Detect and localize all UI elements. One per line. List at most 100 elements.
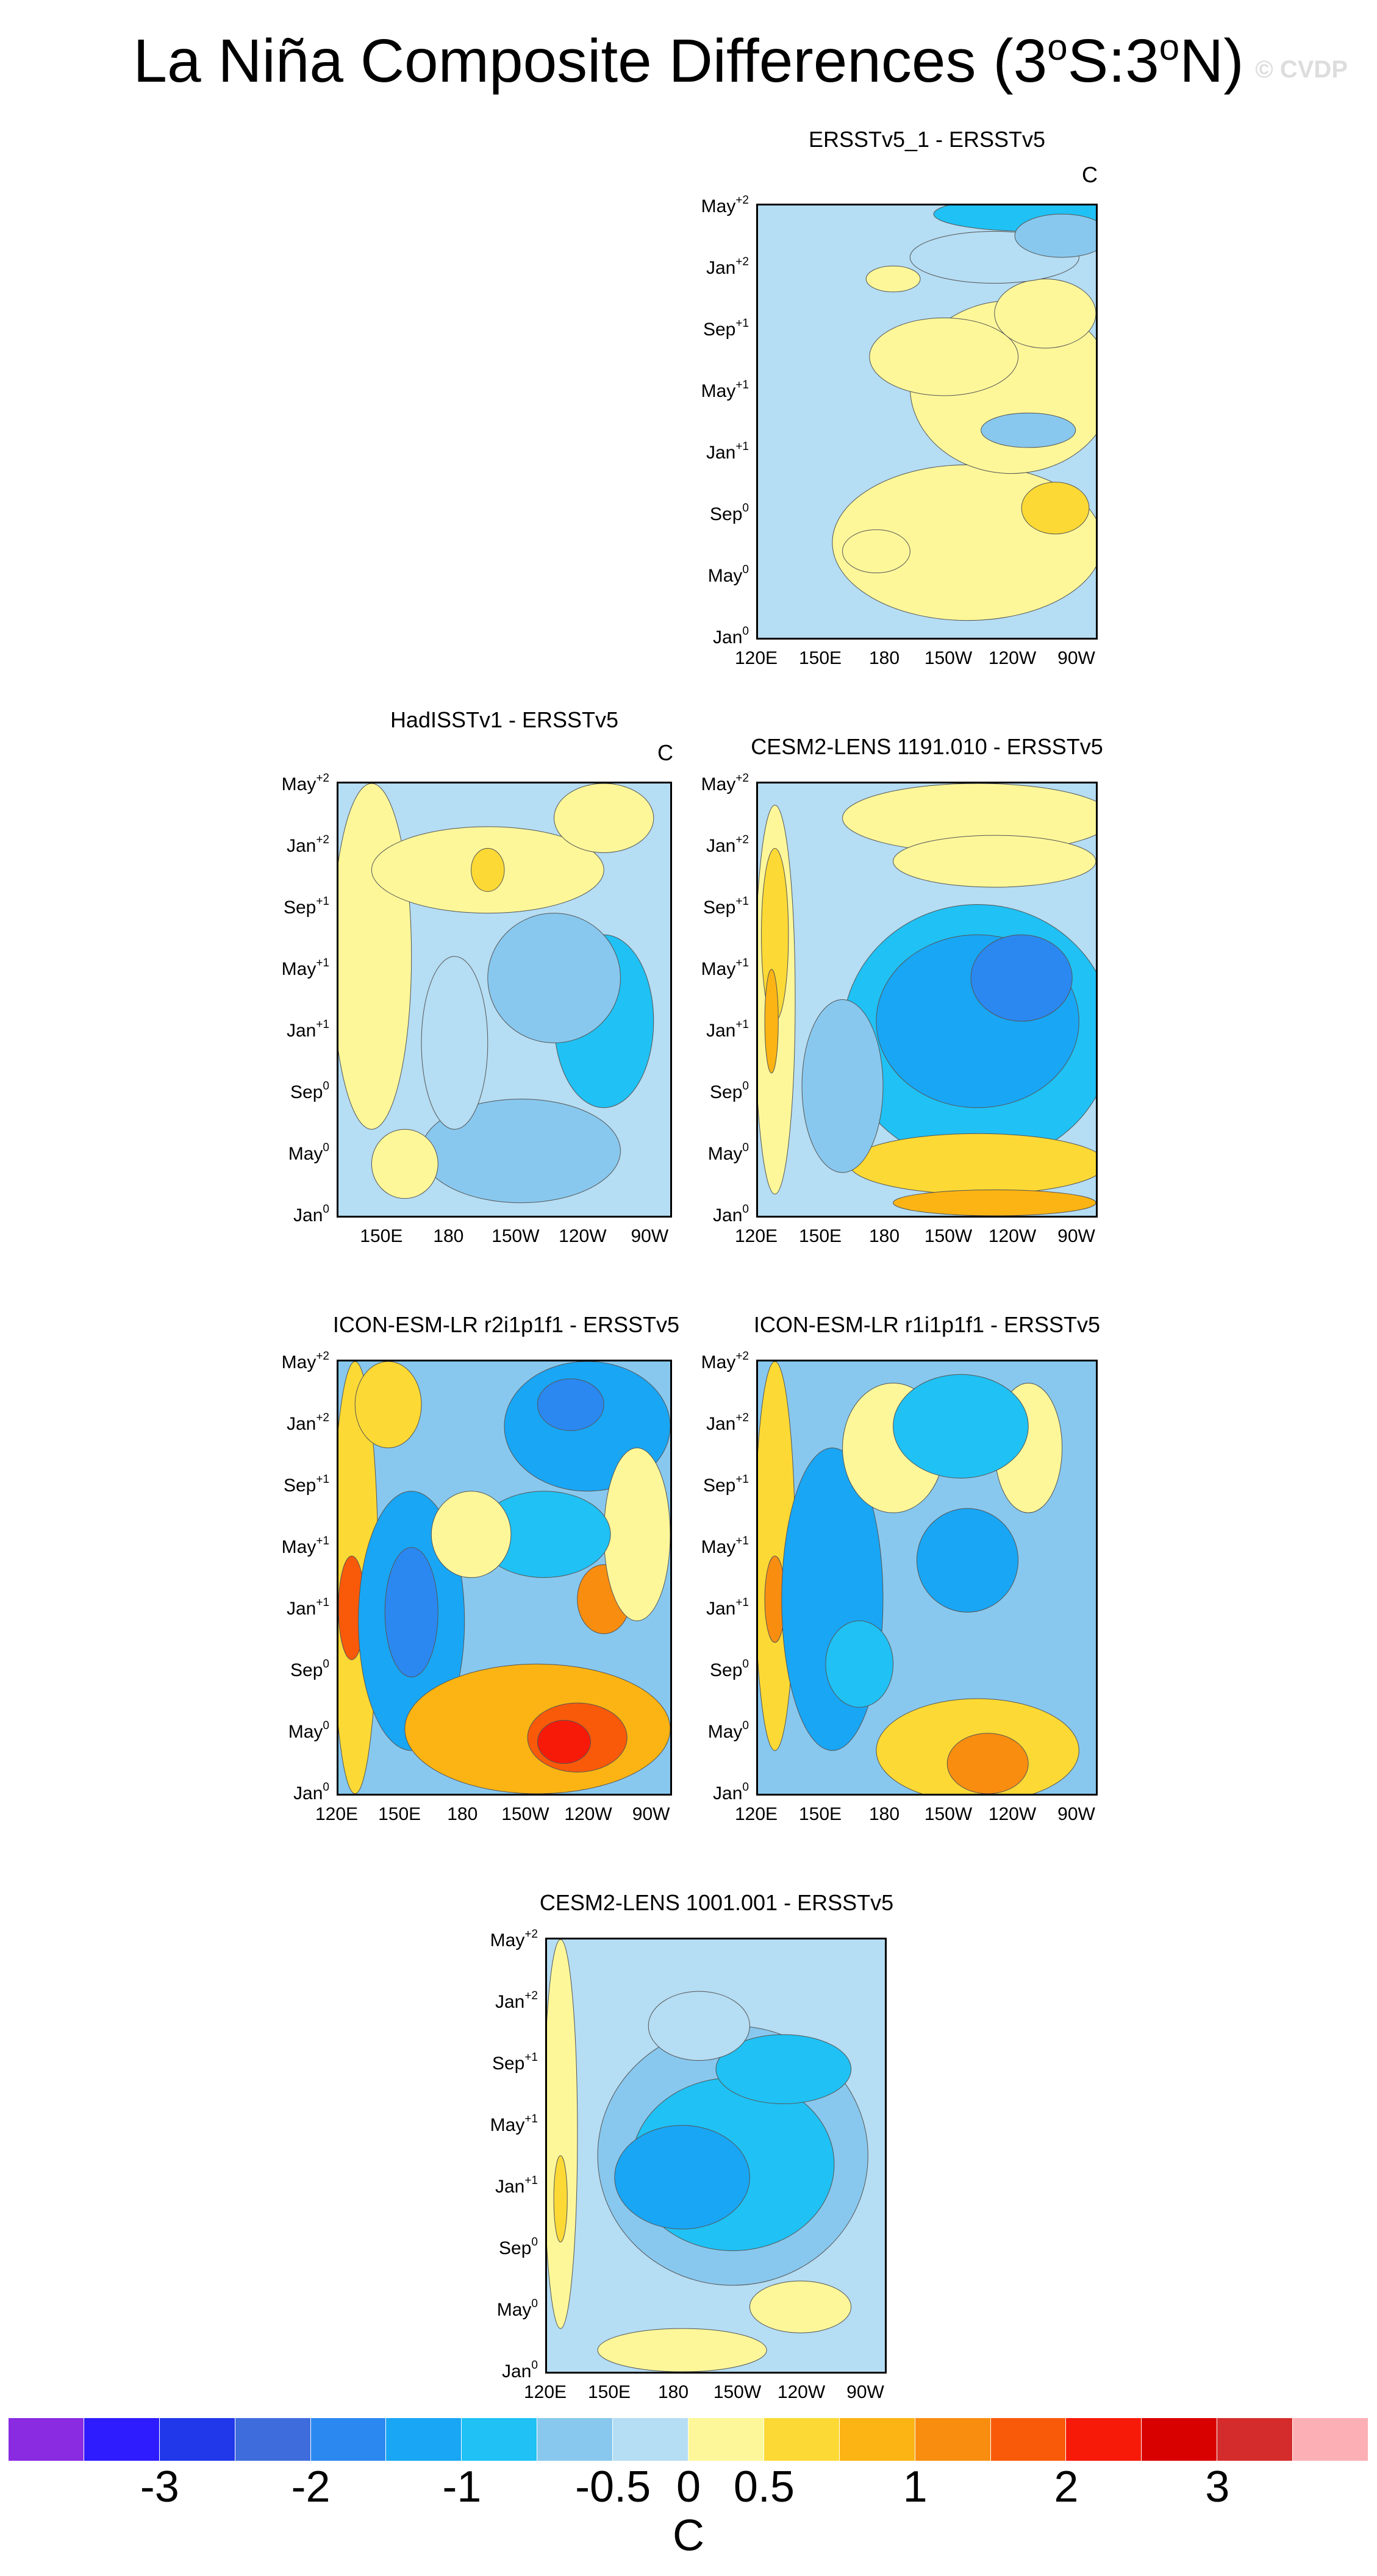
x-tick-label: 120W bbox=[564, 1804, 612, 1824]
colorbar-tick-label: 3 bbox=[1205, 2463, 1230, 2511]
contour-region bbox=[471, 847, 505, 892]
contour-region bbox=[371, 1129, 438, 1199]
y-tick-label: Jan+1 bbox=[495, 2174, 538, 2197]
contour-region bbox=[715, 2034, 852, 2104]
colorbar-tick-label: 0.5 bbox=[733, 2463, 795, 2511]
x-tick-label: 150E bbox=[360, 1226, 403, 1246]
x-tick-label: 150W bbox=[924, 648, 973, 668]
contour-region bbox=[825, 1620, 894, 1708]
y-tick-label: Sep0 bbox=[710, 502, 749, 524]
y-tick-label: May+1 bbox=[701, 379, 749, 401]
colorbar-units: C bbox=[673, 2511, 704, 2560]
y-tick-label: May0 bbox=[707, 563, 749, 586]
y-tick-label: May+2 bbox=[701, 1350, 749, 1372]
y-tick-label: Sep+1 bbox=[703, 895, 749, 918]
y-tick-label: May0 bbox=[288, 1719, 329, 1742]
y-tick-label: Jan+1 bbox=[706, 440, 749, 463]
x-tick-label: 120W bbox=[988, 1226, 1037, 1246]
x-tick-label: 150W bbox=[924, 1804, 973, 1824]
contour-region bbox=[981, 412, 1076, 448]
y-tick-label: Jan+2 bbox=[706, 1411, 749, 1434]
colorbar-swatch bbox=[235, 2418, 311, 2461]
x-tick-label: 180 bbox=[868, 1226, 900, 1246]
contour-region bbox=[421, 956, 488, 1130]
contour-region bbox=[614, 2125, 750, 2230]
contour-region bbox=[970, 934, 1073, 1022]
colorbar-tick-label: -0.5 bbox=[575, 2463, 651, 2511]
y-tick-label: May0 bbox=[707, 1719, 749, 1742]
heatmap-svg bbox=[338, 1361, 670, 1794]
panel-title: CESM2-LENS 1191.010 - ERSSTv5 bbox=[751, 734, 1103, 759]
colorbar-swatch bbox=[462, 2418, 538, 2461]
contour-region bbox=[869, 317, 1019, 396]
y-tick-label: May+1 bbox=[281, 1535, 329, 1557]
heatmap-plot bbox=[756, 1360, 1098, 1796]
y-tick-label: Sep0 bbox=[710, 1658, 749, 1680]
x-tick-label: 90W bbox=[1057, 1226, 1095, 1246]
x-tick-label: 150E bbox=[378, 1804, 421, 1824]
x-tick-label: 120E bbox=[734, 1804, 778, 1824]
panel-title: HadISSTv1 - ERSSTv5 bbox=[390, 707, 619, 732]
heatmap-plot bbox=[756, 782, 1098, 1218]
colorbar-tick-label: -2 bbox=[291, 2463, 331, 2511]
contour-region bbox=[801, 999, 884, 1173]
colorbar-swatch bbox=[1066, 2418, 1142, 2461]
heatmap-svg bbox=[758, 205, 1096, 638]
y-tick-label: Jan+2 bbox=[706, 833, 749, 856]
y-tick-label: Jan+2 bbox=[286, 833, 329, 856]
colorbar-swatch bbox=[613, 2418, 689, 2461]
page-title: La Niña Composite Differences (3oS:3oN) bbox=[133, 27, 1244, 95]
heatmap-svg bbox=[758, 1361, 1096, 1794]
colorbar-tick-label: -1 bbox=[442, 2463, 482, 2511]
heatmap-plot bbox=[337, 782, 672, 1218]
colorbar-swatch bbox=[386, 2418, 462, 2461]
contour-region bbox=[893, 1374, 1029, 1479]
y-tick-label: Sep0 bbox=[290, 1080, 329, 1102]
y-tick-label: Jan+2 bbox=[495, 1989, 538, 2012]
x-tick-label: 90W bbox=[1057, 648, 1095, 668]
colorbar-swatch bbox=[915, 2418, 991, 2461]
x-tick-label: 180 bbox=[868, 1804, 900, 1824]
y-tick-label: May+1 bbox=[701, 957, 749, 979]
y-tick-label: Jan+1 bbox=[286, 1596, 329, 1619]
contour-region bbox=[893, 1189, 1096, 1216]
panel-title: CESM2-LENS 1001.001 - ERSSTv5 bbox=[539, 1890, 894, 1915]
y-tick-label: Sep+1 bbox=[703, 1473, 749, 1496]
heatmap-svg bbox=[547, 1939, 885, 2372]
x-tick-label: 150W bbox=[492, 1226, 540, 1246]
contour-region bbox=[384, 1547, 438, 1678]
heatmap-plot bbox=[756, 204, 1098, 640]
panel-title: ICON-ESM-LR r2i1p1f1 - ERSSTv5 bbox=[332, 1312, 680, 1337]
y-tick-label: May0 bbox=[496, 2297, 538, 2320]
x-tick-label: 150E bbox=[798, 648, 842, 668]
x-tick-label: 120W bbox=[988, 1804, 1037, 1824]
contour-region bbox=[487, 913, 621, 1043]
y-tick-label: Sep+1 bbox=[283, 1473, 329, 1496]
panel-title: ERSSTv5_1 - ERSSTv5 bbox=[808, 127, 1046, 152]
colorbar-swatch bbox=[1142, 2418, 1218, 2461]
y-tick-label: Jan+2 bbox=[706, 255, 749, 278]
contour-region bbox=[893, 835, 1096, 888]
y-tick-label: May0 bbox=[288, 1141, 329, 1164]
colorbar-swatch bbox=[1293, 2418, 1369, 2461]
y-tick-label: May+2 bbox=[281, 772, 329, 794]
y-tick-label: Jan0 bbox=[713, 1781, 749, 1804]
y-tick-label: Sep+1 bbox=[703, 317, 749, 340]
contour-region bbox=[547, 1939, 578, 2329]
x-tick-label: 150W bbox=[501, 1804, 549, 1824]
colorbar-tick-label: -3 bbox=[140, 2463, 179, 2511]
x-tick-label: 120E bbox=[523, 2382, 567, 2402]
colorbar-swatch bbox=[1217, 2418, 1293, 2461]
x-tick-label: 120W bbox=[988, 648, 1037, 668]
contour-region bbox=[849, 1133, 1096, 1195]
y-tick-label: May0 bbox=[707, 1141, 749, 1164]
x-tick-label: 120E bbox=[315, 1804, 359, 1824]
colorbar-swatch bbox=[839, 2418, 915, 2461]
colorbar-tick-label: 2 bbox=[1054, 2463, 1079, 2511]
contour-region bbox=[916, 1508, 1019, 1613]
y-tick-label: Sep0 bbox=[499, 2236, 538, 2258]
contour-region bbox=[648, 1991, 750, 2061]
contour-region bbox=[764, 969, 779, 1074]
x-tick-label: 90W bbox=[632, 1804, 670, 1824]
contour-region bbox=[554, 783, 654, 853]
